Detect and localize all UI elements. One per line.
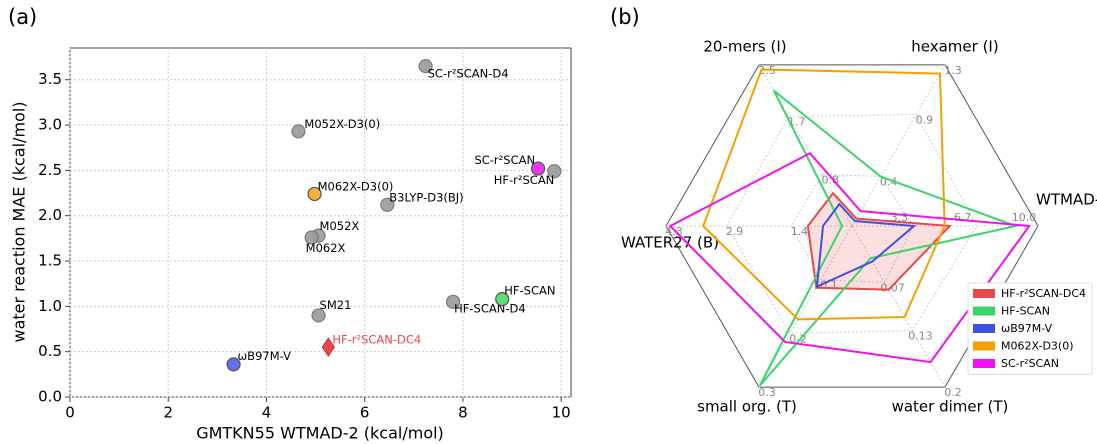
axis-label: hexamer (I) [911, 37, 998, 55]
y-tick-label: 3.5 [38, 70, 62, 88]
x-tick-label: 0 [65, 404, 75, 422]
axis-label: WATER27 (B) [621, 234, 719, 252]
y-axis-label: water reaction MAE (kcal/mol) [10, 101, 29, 342]
radial-tick-label: 10.0 [1012, 211, 1037, 224]
legend-swatch [973, 359, 995, 368]
y-tick-label: 3.0 [38, 116, 62, 134]
panel-label: (a) [8, 5, 37, 29]
point [530, 161, 546, 176]
legend-label: HF-SCAN [1001, 305, 1050, 318]
x-tick-label: 10 [552, 404, 571, 422]
axis-label: water dimer (T) [892, 398, 1009, 416]
series-line [668, 151, 1032, 364]
x-tick-label: 2 [163, 404, 173, 422]
y-tick-label: 1.5 [38, 252, 62, 270]
point [547, 164, 562, 179]
point-label: M062X [306, 241, 346, 255]
radial-tick-label: 0.9 [916, 113, 934, 126]
x-tick-label: 4 [262, 404, 272, 422]
radial-tick-label: 1.3 [944, 64, 962, 77]
point [380, 197, 395, 212]
point [418, 59, 433, 74]
legend-label: ωB97M-V [1001, 322, 1053, 335]
point [304, 230, 319, 245]
axis-label: 20-mers (I) [703, 37, 786, 55]
radial-tick-label: 2.9 [726, 225, 744, 238]
legend-swatch [973, 324, 995, 333]
radar-axis [851, 225, 946, 388]
axis-label: WTMAD-2 [1036, 191, 1097, 209]
y-tick-label: 0.5 [38, 342, 62, 360]
legend-swatch [973, 289, 995, 298]
legend-swatch [973, 341, 995, 351]
legend-box [967, 282, 1093, 375]
point [446, 294, 461, 309]
radar-axis [758, 225, 853, 388]
point-label: ωB97M-V [238, 349, 292, 363]
x-tick-label: 8 [458, 404, 468, 422]
point-label: SC-r²SCAN-D4 [428, 67, 509, 81]
series-line [815, 202, 917, 289]
point-label: HF-SCAN-D4 [454, 301, 526, 315]
radial-tick-label: 6.7 [954, 211, 972, 224]
point-label: B3LYP-D3(BJ) [389, 190, 463, 204]
point [321, 337, 335, 358]
point-label: SM21 [320, 298, 352, 312]
x-axis-label: GMTKN55 WTMAD-2 (kcal/mol) [196, 424, 444, 443]
radar-axis [758, 64, 853, 227]
point [311, 308, 326, 323]
radar-axis [851, 64, 946, 227]
y-tick-label: 0.0 [38, 388, 62, 406]
point [226, 357, 241, 372]
point-label: HF-r²SCAN-DC4 [332, 333, 421, 347]
point-label: M052X-D3(0) [304, 117, 380, 131]
legend-label: HF-r²SCAN-DC4 [1001, 287, 1086, 300]
point-label: HF-SCAN [504, 284, 555, 298]
series-line [702, 68, 946, 321]
radial-tick-label: 0.8 [821, 173, 839, 186]
series-line [806, 191, 953, 291]
point [291, 124, 306, 139]
series-line [759, 89, 1020, 387]
point-label: M062X-D3(0) [318, 179, 394, 193]
radial-tick-label: 0.13 [908, 330, 933, 343]
radial-tick-label: 0.07 [880, 281, 905, 294]
axis-label: small org. (T) [697, 398, 797, 416]
panel-label: (b) [610, 5, 640, 29]
legend-swatch [973, 306, 995, 316]
point-label: SC-r²SCAN [474, 153, 535, 167]
plot-area [69, 47, 572, 398]
radial-tick-label: 0.3 [758, 386, 776, 399]
y-tick-label: 2.5 [38, 161, 62, 179]
legend-label: SC-r²SCAN [1001, 357, 1059, 370]
point-label: M052X [320, 219, 360, 233]
point-label: HF-r²SCAN [494, 173, 555, 187]
y-tick-label: 2.0 [38, 206, 62, 224]
radial-tick-label: 0.2 [944, 386, 962, 399]
y-tick-label: 1.0 [38, 297, 62, 315]
radial-tick-label: 1.4 [791, 225, 809, 238]
point [495, 291, 510, 307]
point [307, 186, 322, 202]
x-tick-label: 6 [360, 404, 370, 422]
legend-label: M062X-D3(0) [1001, 340, 1074, 353]
